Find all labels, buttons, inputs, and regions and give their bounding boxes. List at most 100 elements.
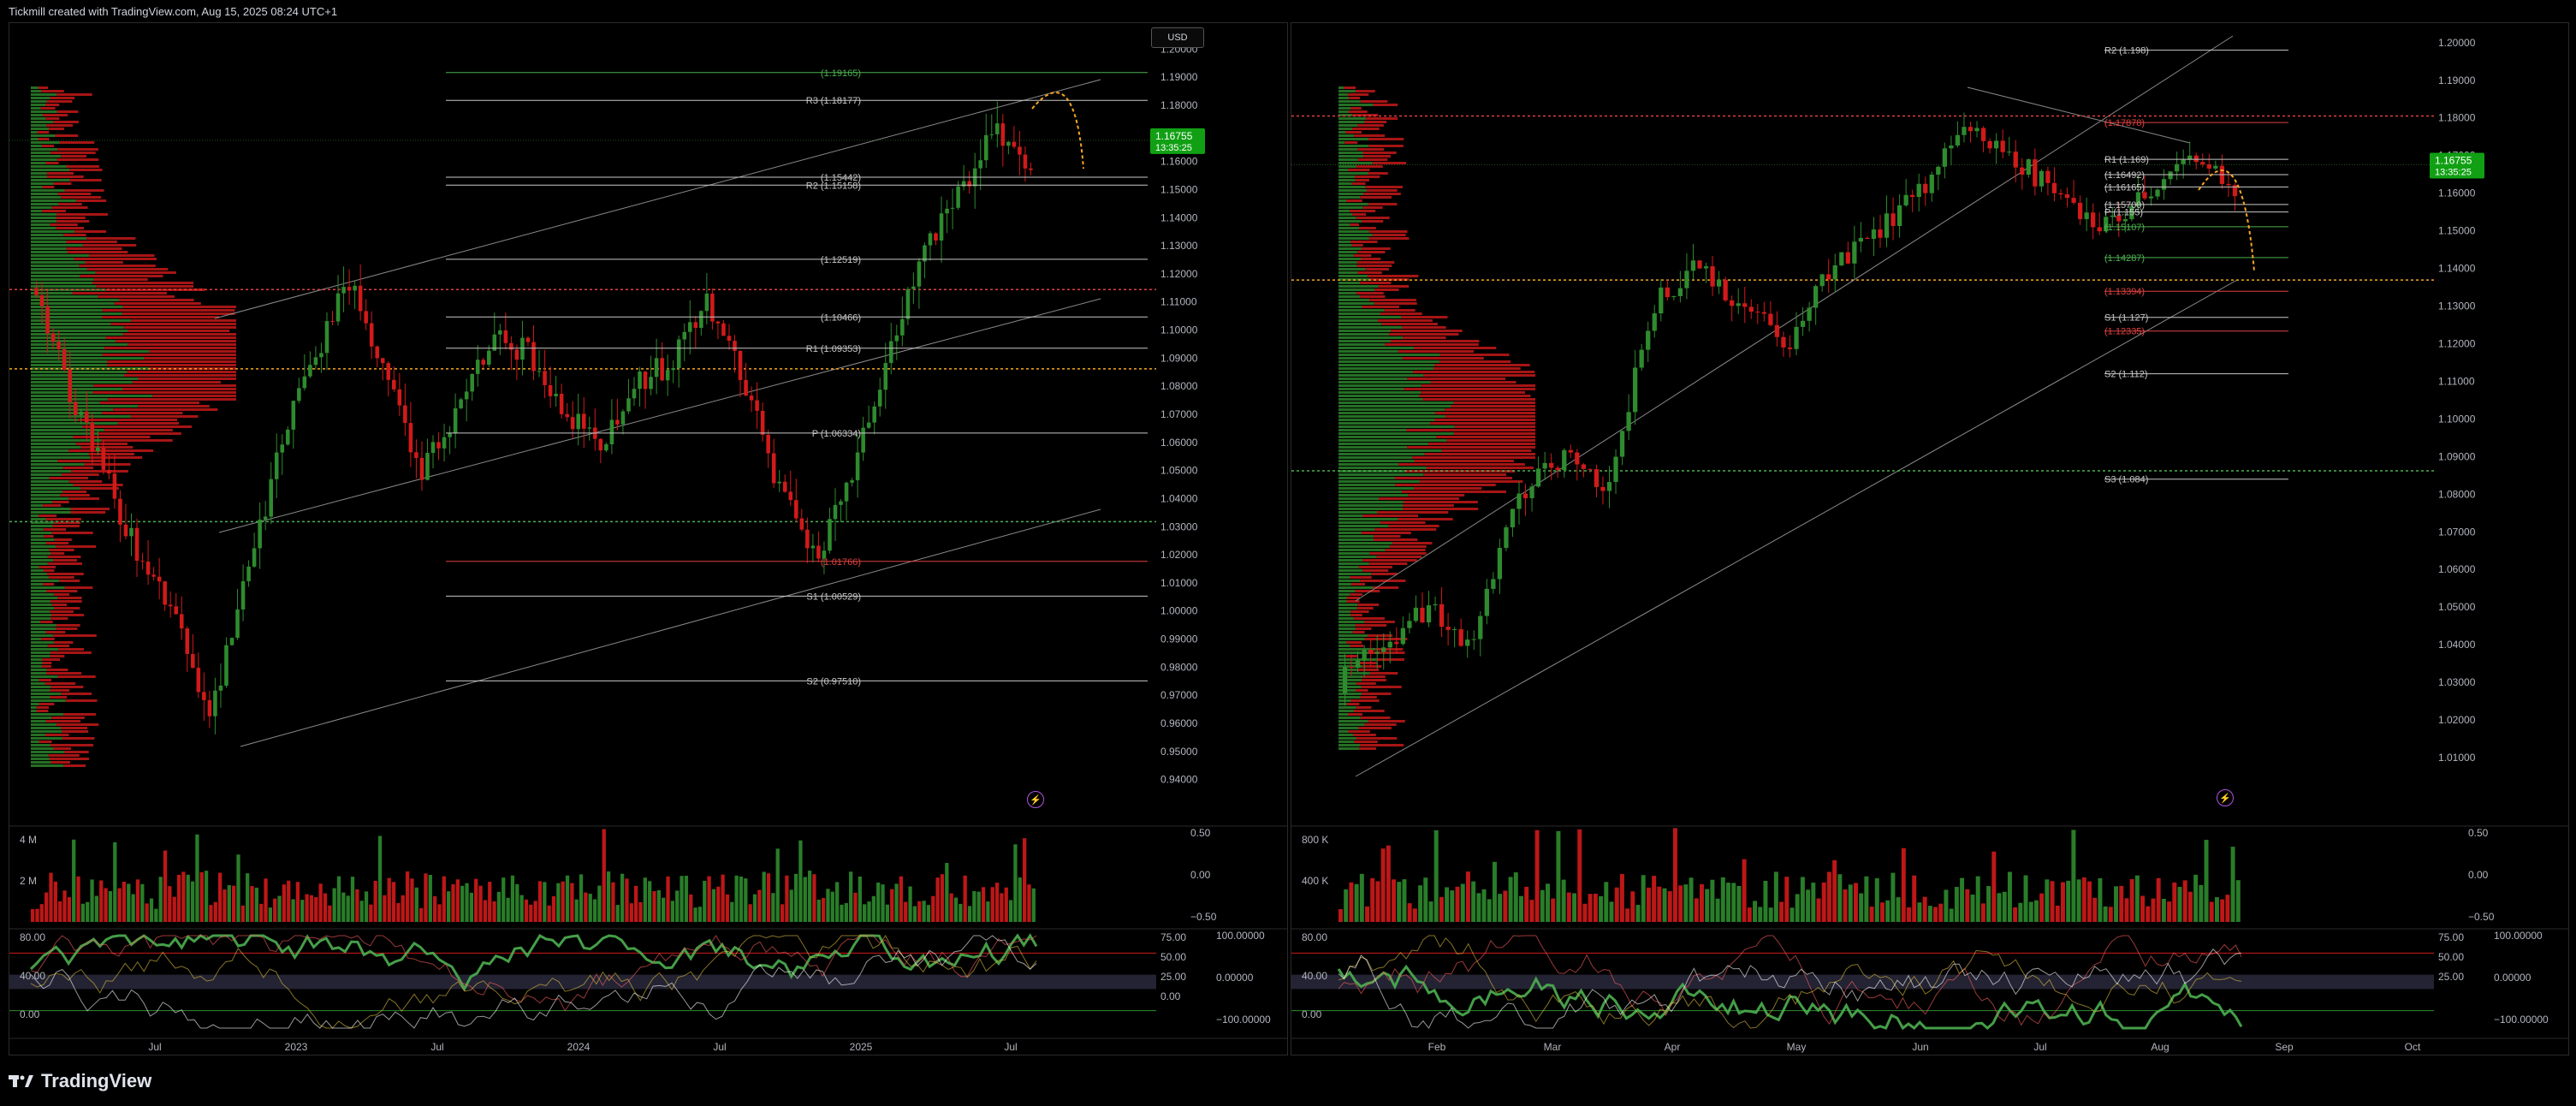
oscillator-tick-label: 40.00 — [20, 970, 45, 982]
volume-profile-bar — [31, 141, 60, 144]
price-tick-label: 1.03000 — [1160, 520, 1198, 532]
volume-profile-bar — [31, 261, 86, 264]
volume-profile-bar — [1414, 487, 1482, 490]
volume-profile-bar — [1360, 696, 1377, 699]
volume-profile-bar — [1357, 148, 1385, 151]
candle-body — [123, 524, 128, 537]
volume-profile-bar — [31, 213, 56, 216]
candle-body — [855, 452, 860, 481]
volume-bar — [1027, 884, 1031, 922]
volume-profile-bar — [1338, 497, 1380, 500]
volume-profile-bar — [1361, 693, 1392, 695]
volume-bar — [1975, 876, 1980, 922]
volume-profile-bar — [1338, 747, 1360, 750]
volume-profile-bar — [1338, 316, 1402, 318]
volume-bar — [1619, 874, 1624, 922]
candle-body — [2155, 189, 2160, 197]
volume-profile-bar — [31, 453, 89, 455]
volume-profile-bar — [101, 439, 173, 442]
right-chart-svg[interactable]: 1.200001.190001.180001.170001.160001.150… — [1291, 23, 2568, 1055]
volume-axis-label: 0.00 — [2468, 869, 2489, 881]
candle-body — [145, 562, 151, 575]
candle-body — [565, 413, 569, 418]
volume-profile-bar — [122, 306, 236, 308]
volume-profile-bar — [1404, 388, 1535, 390]
volume-bar — [1556, 830, 1561, 922]
candle-body — [347, 287, 352, 291]
volume-bar — [697, 907, 703, 922]
tradingview-logo[interactable]: TradingView — [9, 1070, 151, 1092]
volume-profile-bar — [41, 658, 61, 661]
volume-profile-bar — [75, 443, 128, 445]
lightning-icon[interactable]: ⚡ — [1027, 791, 1044, 808]
volume-bar — [2061, 882, 2065, 922]
candle-body — [548, 384, 553, 396]
volume-profile-bar — [1401, 316, 1448, 318]
pivot-level-label: (1.17878) — [2104, 118, 2145, 128]
candle-body — [486, 350, 491, 365]
volume-profile-bar — [53, 747, 72, 750]
candle-body — [73, 401, 78, 415]
volume-profile-bar — [1338, 217, 1356, 219]
candle-body — [782, 481, 787, 492]
volume-profile-bar — [31, 432, 99, 435]
volume-bar — [117, 888, 122, 922]
volume-bar — [460, 885, 465, 922]
volume-profile-bar — [1351, 182, 1366, 185]
candle-body — [1671, 295, 1677, 298]
volume-profile-bar — [45, 720, 81, 722]
volume-profile-bar — [45, 682, 76, 685]
candle-body — [2122, 219, 2128, 222]
volume-profile-bar — [1338, 141, 1345, 144]
volume-profile-bar — [31, 422, 118, 425]
volume-profile-bar — [1338, 292, 1356, 294]
volume-profile-bar — [1338, 319, 1378, 322]
currency-button[interactable]: USD — [1151, 27, 1204, 48]
volume-bar — [734, 875, 739, 922]
volume-bar — [953, 897, 959, 922]
volume-profile-bar — [1453, 432, 1535, 435]
candle-body — [140, 561, 145, 562]
candle-body — [2232, 185, 2238, 197]
volume-bar — [1492, 861, 1497, 922]
volume-bar — [524, 899, 529, 922]
volume-profile-bar — [1430, 422, 1535, 425]
trend-channel-line — [1967, 86, 2191, 144]
volume-profile-bar — [53, 593, 70, 596]
oscillator-axis-label: −100.00000 — [2494, 1014, 2549, 1026]
volume-profile-bar — [31, 384, 94, 387]
volume-profile-bar — [1364, 621, 1395, 623]
volume-profile-bar — [102, 354, 236, 356]
volume-profile-bar — [1338, 422, 1431, 425]
volume-profile-bar — [1338, 669, 1357, 671]
candle-body — [1023, 154, 1028, 169]
volume-profile-bar — [1360, 580, 1406, 582]
left-chart-svg[interactable]: 1.200001.190001.180001.170001.160001.150… — [9, 23, 1287, 1055]
volume-profile-bar — [56, 213, 108, 216]
volume-bar — [793, 873, 798, 922]
volume-profile-bar — [1338, 662, 1360, 664]
volume-bar — [300, 900, 305, 922]
volume-profile-bar — [31, 306, 123, 308]
volume-profile-bar — [1352, 114, 1379, 116]
candle-body — [2135, 192, 2141, 206]
volume-bar — [1375, 881, 1380, 922]
candle-body — [62, 349, 67, 370]
candle-body — [1936, 166, 1941, 175]
oscillator-line — [30, 935, 1037, 1029]
price-tick-label: 0.99000 — [1160, 633, 1198, 645]
left-chart-pane[interactable]: 1.200001.190001.180001.170001.160001.150… — [9, 22, 1288, 1055]
lightning-icon[interactable]: ⚡ — [2217, 789, 2234, 806]
volume-profile-bar — [1338, 152, 1363, 154]
volume-profile-bar — [31, 501, 53, 503]
candle-body — [1458, 629, 1463, 646]
right-chart-pane[interactable]: 1.200001.190001.180001.170001.160001.150… — [1291, 22, 2569, 1055]
volume-profile-bar — [1380, 521, 1426, 524]
oscillator-tick-label: 50.00 — [1160, 951, 1186, 963]
candle-body — [240, 580, 246, 609]
volume-profile-bar — [51, 717, 85, 719]
volume-bar — [2071, 830, 2076, 922]
volume-profile-bar — [31, 230, 74, 233]
volume-profile-bar — [66, 247, 122, 250]
volume-profile-bar — [1407, 446, 1535, 449]
